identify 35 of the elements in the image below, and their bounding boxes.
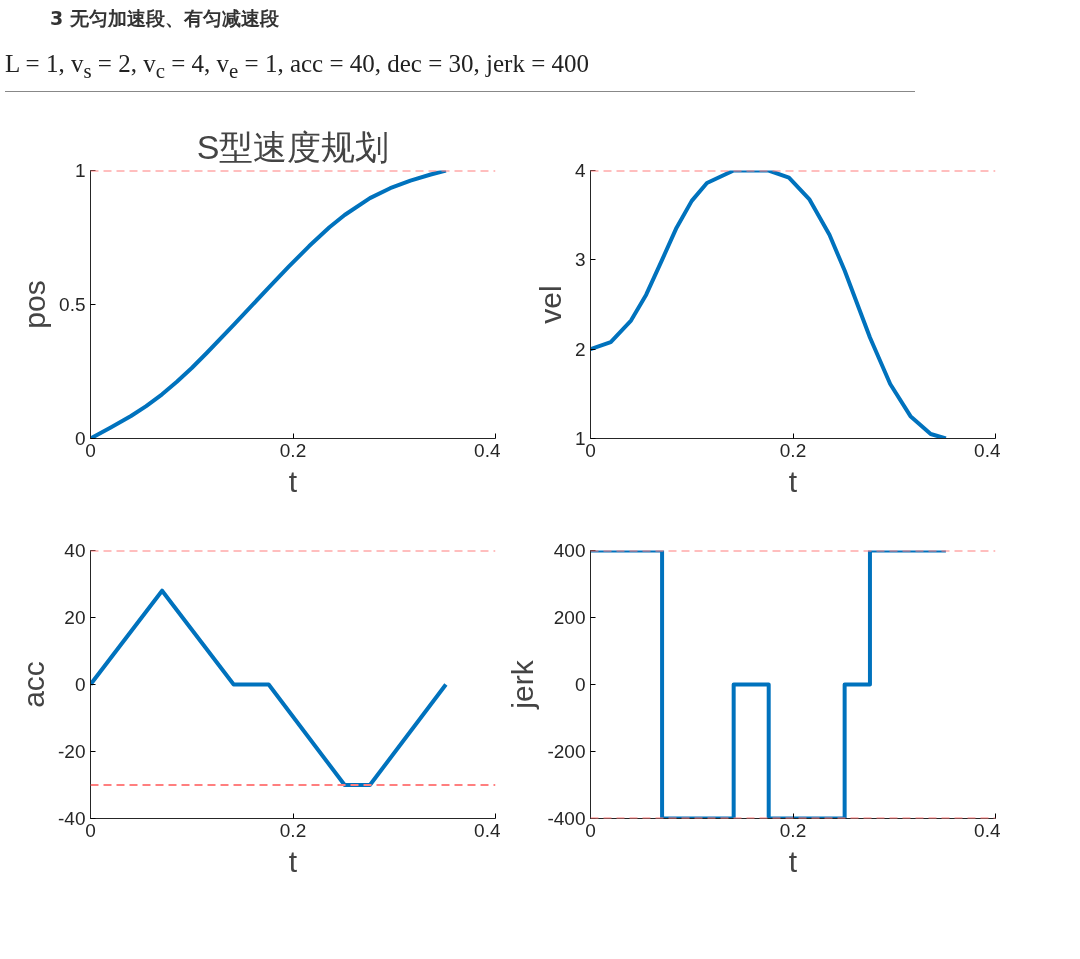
y-tick-label: -200 xyxy=(547,741,586,762)
text: L = 1, v$_{s}$ = 2, v$_{c}$ = 4, v$_{e}$ = 1, acc = 40, dec = 30, jerk = 400 xyxy=(5,46,915,92)
x-tick-label: 0.2 xyxy=(279,819,307,841)
x-tick-label: 0.4 xyxy=(474,439,501,461)
x-axis-title: t xyxy=(288,464,298,498)
chart-title: S型速度规划 xyxy=(196,127,390,166)
y-tick-label: -40 xyxy=(58,808,86,829)
y-tick-label: 20 xyxy=(64,607,86,628)
x-axis-title: t xyxy=(788,844,798,878)
y-tick-label: 4 xyxy=(574,160,586,181)
x-axis-title: t xyxy=(788,464,798,498)
text: 3 无匀加速段、有匀减速段 xyxy=(50,6,280,31)
x-tick-label: 0.2 xyxy=(779,819,807,841)
x-tick-label: 0.4 xyxy=(474,819,501,841)
y-tick-label: 3 xyxy=(574,249,586,271)
y-tick-label: 1 xyxy=(574,428,586,449)
y-tick-label: 0.5 xyxy=(59,294,86,315)
y-tick-label: 40 xyxy=(64,540,86,561)
y-tick-label: 200 xyxy=(553,607,586,628)
x-tick-label: 0.4 xyxy=(974,439,1001,461)
y-axis-title: vel xyxy=(533,285,567,324)
y-axis-title: acc xyxy=(17,661,51,708)
y-axis-title: pos xyxy=(18,280,52,329)
y-tick-label: -400 xyxy=(547,808,586,829)
x-axis-title: t xyxy=(288,844,298,878)
y-tick-label: 400 xyxy=(553,540,586,561)
y-tick-label: 0 xyxy=(74,674,86,695)
y-tick-label: 2 xyxy=(574,338,586,360)
x-tick-label: 0.2 xyxy=(279,439,307,461)
x-tick-label: 0.4 xyxy=(974,819,1001,841)
y-axis-title: jerk xyxy=(506,659,540,710)
x-tick-label: 0.2 xyxy=(779,439,807,461)
y-tick-label: 1 xyxy=(74,160,86,181)
y-tick-label: 0 xyxy=(574,674,586,695)
y-tick-label: -20 xyxy=(58,741,86,762)
